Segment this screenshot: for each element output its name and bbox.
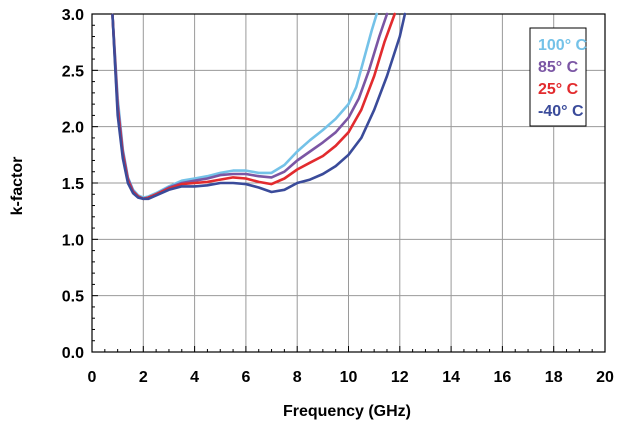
chart-grid [92, 14, 605, 352]
legend-box [529, 27, 587, 127]
y-axis-title: k-factor [9, 157, 26, 216]
x-tick-label-10: 10 [340, 369, 358, 386]
y-tick-label-3.0: 3.0 [62, 7, 84, 24]
y-tick-label-2.0: 2.0 [62, 120, 84, 137]
x-tick-label-18: 18 [545, 369, 563, 386]
y-tick-label-0.5: 0.5 [62, 289, 84, 306]
legend-entry-0: 100° C [538, 37, 588, 54]
series-lines [111, 12, 407, 201]
legend-entry-2: 25° C [538, 81, 579, 98]
x-tick-label-4: 4 [190, 369, 199, 386]
y-tick-label-0.0: 0.0 [62, 345, 84, 362]
x-tick-label-0: 0 [88, 369, 97, 386]
y-tick-label-2.5: 2.5 [62, 63, 84, 80]
legend-entry-3: -40° C [538, 103, 584, 120]
x-tick-label-6: 6 [241, 369, 250, 386]
x-axis-title: Frequency (GHz) [283, 403, 411, 420]
y-tick-labels: 0.0 0.5 1.0 1.5 2.0 2.5 3.0 [62, 7, 84, 362]
legend: 100° C 85° C 25° C -40° C [529, 27, 588, 127]
minor-ticks [91, 13, 606, 353]
x-tick-label-2: 2 [139, 369, 148, 386]
x-tick-label-20: 20 [596, 369, 614, 386]
series-line-3 [111, 12, 407, 201]
legend-entry-1: 85° C [538, 59, 579, 76]
x-tick-label-16: 16 [494, 369, 512, 386]
series-line-0 [111, 12, 379, 199]
x-tick-label-8: 8 [293, 369, 302, 386]
y-tick-label-1.5: 1.5 [62, 176, 84, 193]
x-tick-labels: 0 2 4 6 8 10 12 14 16 18 20 [88, 369, 614, 386]
x-tick-label-12: 12 [391, 369, 409, 386]
x-tick-label-14: 14 [442, 369, 460, 386]
y-tick-label-1.0: 1.0 [62, 232, 84, 249]
